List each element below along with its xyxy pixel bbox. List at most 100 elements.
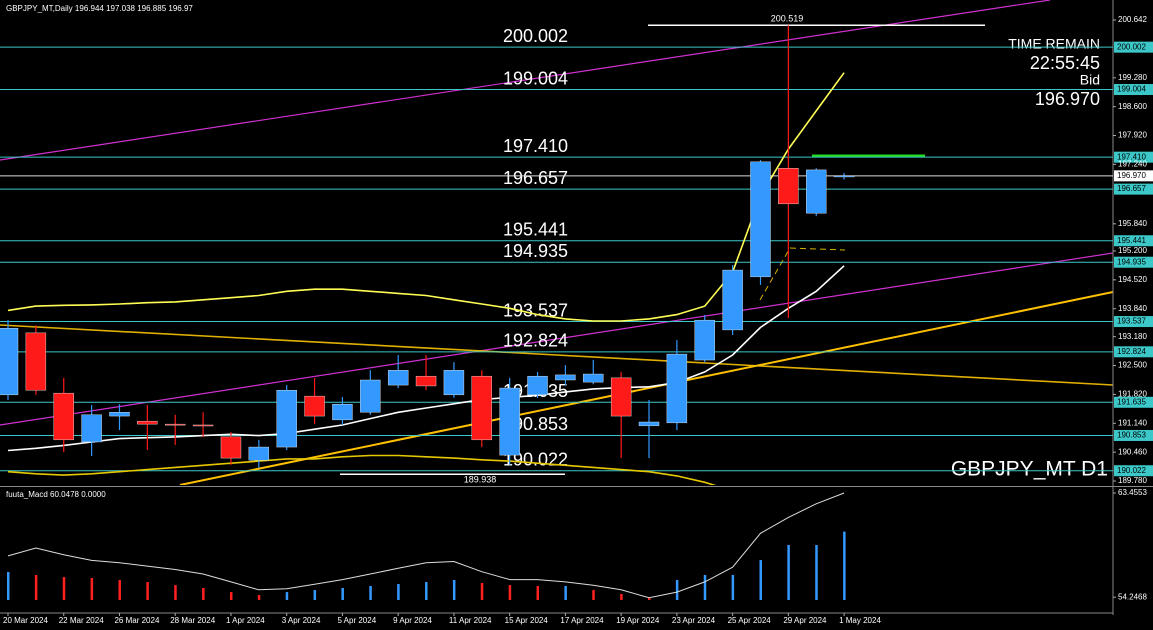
- y-tick-label: 191.820: [1118, 390, 1147, 399]
- low-mark-label: 189.938: [464, 475, 497, 485]
- y-tick-label: 193.180: [1118, 332, 1147, 341]
- high-mark-label: 200.519: [771, 14, 804, 24]
- level-axis-label: 197.410: [1117, 152, 1146, 161]
- x-tick-label: 20 Mar 2024: [3, 616, 48, 625]
- histogram-bar: [341, 588, 344, 600]
- y-tick-label: 63.4553: [1118, 488, 1147, 497]
- histogram-bar: [118, 579, 121, 600]
- candle-body: [527, 375, 548, 396]
- y-tick-label: 199.280: [1118, 73, 1147, 82]
- level-axis-box: [1114, 429, 1153, 441]
- level-label: 192.824: [503, 331, 568, 351]
- symbol: GBPJPY_MT,Daily: [6, 4, 73, 13]
- x-tick-label: 17 Apr 2024: [560, 616, 604, 625]
- level-axis-box: [1114, 41, 1153, 53]
- level-axis-box: [1114, 84, 1153, 96]
- x-tick-label: 3 Apr 2024: [282, 616, 321, 625]
- level-label: 199.004: [503, 68, 568, 88]
- macd-header: fuuta_Macd 60.0478 0.0000: [6, 490, 106, 499]
- y-tick-label: 189.780: [1118, 476, 1147, 485]
- level-axis-label: 192.824: [1117, 347, 1146, 356]
- trend-line: [0, 252, 1113, 426]
- level-label: 197.410: [503, 136, 568, 156]
- x-tick-label: 25 Apr 2024: [728, 616, 772, 625]
- time-remain: 22:55:45: [1030, 53, 1100, 73]
- candle-body: [750, 161, 771, 278]
- level-axis-box: [1114, 316, 1153, 328]
- candle-body: [53, 392, 74, 441]
- level-axis-box: [1114, 465, 1153, 477]
- candle-body: [778, 168, 799, 205]
- bid-readout: 196.970: [1035, 89, 1100, 109]
- level-axis-label: 190.853: [1117, 431, 1146, 440]
- histogram-bar: [592, 590, 595, 600]
- y-tick-label: 200.642: [1118, 15, 1147, 24]
- candle-body: [25, 332, 47, 391]
- candle-body: [360, 379, 381, 413]
- y-tick-label: 194.520: [1118, 275, 1147, 284]
- y-tick-label: 198.600: [1118, 102, 1147, 111]
- candle-body: [387, 370, 409, 386]
- histogram-bar: [174, 585, 177, 600]
- histogram-bar: [648, 598, 651, 600]
- x-tick-label: 19 Apr 2024: [616, 616, 660, 625]
- histogram-bar: [452, 579, 456, 600]
- candle-body: [833, 175, 855, 178]
- histogram-bar: [229, 592, 233, 600]
- overlay-line: [7, 454, 717, 485]
- level-label: 200.002: [503, 26, 568, 46]
- y-tick-label: 195.840: [1118, 219, 1147, 228]
- x-tick-label: 9 Apr 2024: [393, 616, 432, 625]
- level-axis-label: 190.022: [1117, 466, 1146, 475]
- histogram-bar: [202, 588, 205, 600]
- histogram-bar: [759, 560, 762, 600]
- bid-title: Bid: [1080, 72, 1100, 88]
- histogram-bar: [703, 574, 707, 600]
- histogram-bar: [90, 578, 94, 600]
- macd-line: [7, 492, 845, 599]
- histogram-bar: [313, 590, 317, 600]
- level-label: 195.441: [503, 219, 568, 239]
- candle-body: [137, 420, 158, 425]
- candle-body: [806, 169, 827, 214]
- histogram-bar: [425, 582, 428, 600]
- level-axis-label: 195.441: [1117, 236, 1146, 245]
- ohlc-close: 196.97: [168, 4, 193, 13]
- x-tick-label: 15 Apr 2024: [505, 616, 549, 625]
- y-tick-label: 54.2468: [1118, 592, 1147, 601]
- y-tick-label: 192.500: [1118, 361, 1147, 370]
- histogram-bar: [257, 595, 261, 600]
- y-tick-label: 197.920: [1118, 131, 1147, 140]
- x-tick-label: 29 Apr 2024: [783, 616, 827, 625]
- y-tick-label: 191.140: [1118, 418, 1147, 427]
- x-tick-label: 1 Apr 2024: [226, 616, 265, 625]
- histogram-bar: [480, 583, 484, 600]
- x-tick-label: 11 Apr 2024: [449, 616, 492, 625]
- y-tick-label: 193.840: [1118, 304, 1147, 313]
- histogram-bar: [34, 574, 38, 600]
- level-axis-label: 191.635: [1117, 397, 1146, 406]
- level-axis-label: 193.537: [1117, 317, 1146, 326]
- candle-body: [415, 375, 437, 387]
- candle-body: [722, 269, 743, 331]
- candle-body: [471, 375, 492, 441]
- candle-body: [443, 370, 465, 396]
- level-axis-label: 194.935: [1117, 257, 1146, 266]
- histogram-bar: [731, 574, 735, 600]
- bid-axis-label: 196.970: [1117, 171, 1146, 180]
- histogram-bar: [536, 585, 540, 600]
- ohlc-open: 196.944: [75, 4, 104, 13]
- price-panel: 200.002 199.004 197.410 196.657 195.441194.9…: [0, 14, 1113, 485]
- histogram-bar: [285, 592, 289, 600]
- candle-body: [499, 387, 520, 456]
- level-label: 193.537: [503, 300, 568, 320]
- level-axis-box: [1114, 256, 1153, 268]
- candle-body: [666, 353, 688, 424]
- trend-line: [179, 291, 1113, 485]
- dashed-line: [759, 247, 846, 301]
- trend-line: [0, 324, 1113, 386]
- level-axis-box: [1114, 235, 1153, 247]
- level-label: 196.657: [503, 168, 568, 188]
